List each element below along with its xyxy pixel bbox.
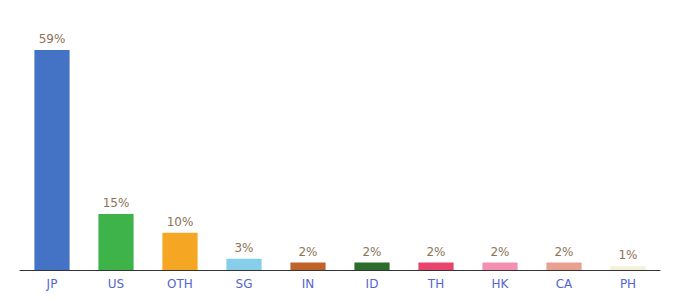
svg-text:US: US [108,277,124,291]
svg-text:3%: 3% [234,241,253,255]
svg-text:TH: TH [427,277,444,291]
svg-text:2%: 2% [298,245,317,259]
svg-text:59%: 59% [39,32,66,46]
svg-text:2%: 2% [490,245,509,259]
svg-text:2%: 2% [554,245,573,259]
svg-text:OTH: OTH [167,277,193,291]
svg-text:2%: 2% [426,245,445,259]
svg-text:15%: 15% [103,196,130,210]
svg-text:HK: HK [492,277,510,291]
svg-text:2%: 2% [362,245,381,259]
svg-text:JP: JP [46,277,58,291]
svg-text:PH: PH [620,277,636,291]
svg-text:SG: SG [236,277,253,291]
svg-text:IN: IN [302,277,315,291]
svg-text:10%: 10% [167,215,194,229]
svg-text:ID: ID [366,277,379,291]
svg-text:1%: 1% [618,248,637,262]
svg-text:CA: CA [556,277,573,291]
